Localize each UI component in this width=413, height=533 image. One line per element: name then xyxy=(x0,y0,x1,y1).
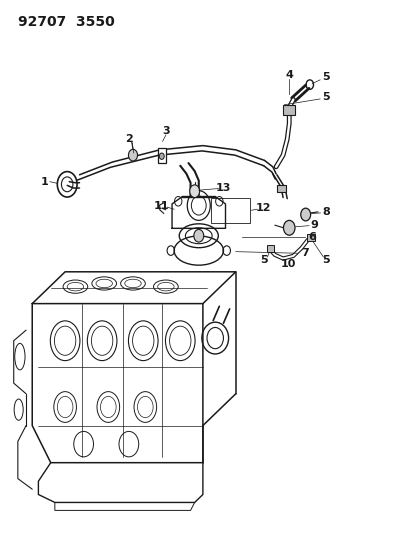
Text: 1: 1 xyxy=(40,176,48,187)
Bar xyxy=(283,105,294,115)
Circle shape xyxy=(128,149,137,161)
Circle shape xyxy=(193,229,203,242)
Bar xyxy=(276,185,285,192)
Circle shape xyxy=(300,208,310,221)
Text: 2: 2 xyxy=(125,134,133,144)
Text: 9: 9 xyxy=(310,220,318,230)
Text: 92707  3550: 92707 3550 xyxy=(18,14,114,29)
Text: 8: 8 xyxy=(322,207,329,217)
Bar xyxy=(306,233,314,241)
Text: 3: 3 xyxy=(161,126,169,136)
Text: 5: 5 xyxy=(322,92,329,102)
Text: 4: 4 xyxy=(285,70,292,79)
Text: 6: 6 xyxy=(307,232,315,243)
Text: 11: 11 xyxy=(153,200,168,211)
Text: 13: 13 xyxy=(215,183,230,193)
Text: 5: 5 xyxy=(322,71,329,82)
Circle shape xyxy=(189,185,199,198)
Text: 7: 7 xyxy=(300,248,308,259)
Text: 10: 10 xyxy=(280,259,295,269)
Text: 5: 5 xyxy=(259,255,267,264)
Bar xyxy=(211,198,249,223)
Circle shape xyxy=(159,153,164,159)
Text: 5: 5 xyxy=(322,255,329,264)
Bar xyxy=(266,245,273,252)
Circle shape xyxy=(283,220,294,235)
Bar xyxy=(157,148,166,163)
Text: 12: 12 xyxy=(255,203,271,213)
